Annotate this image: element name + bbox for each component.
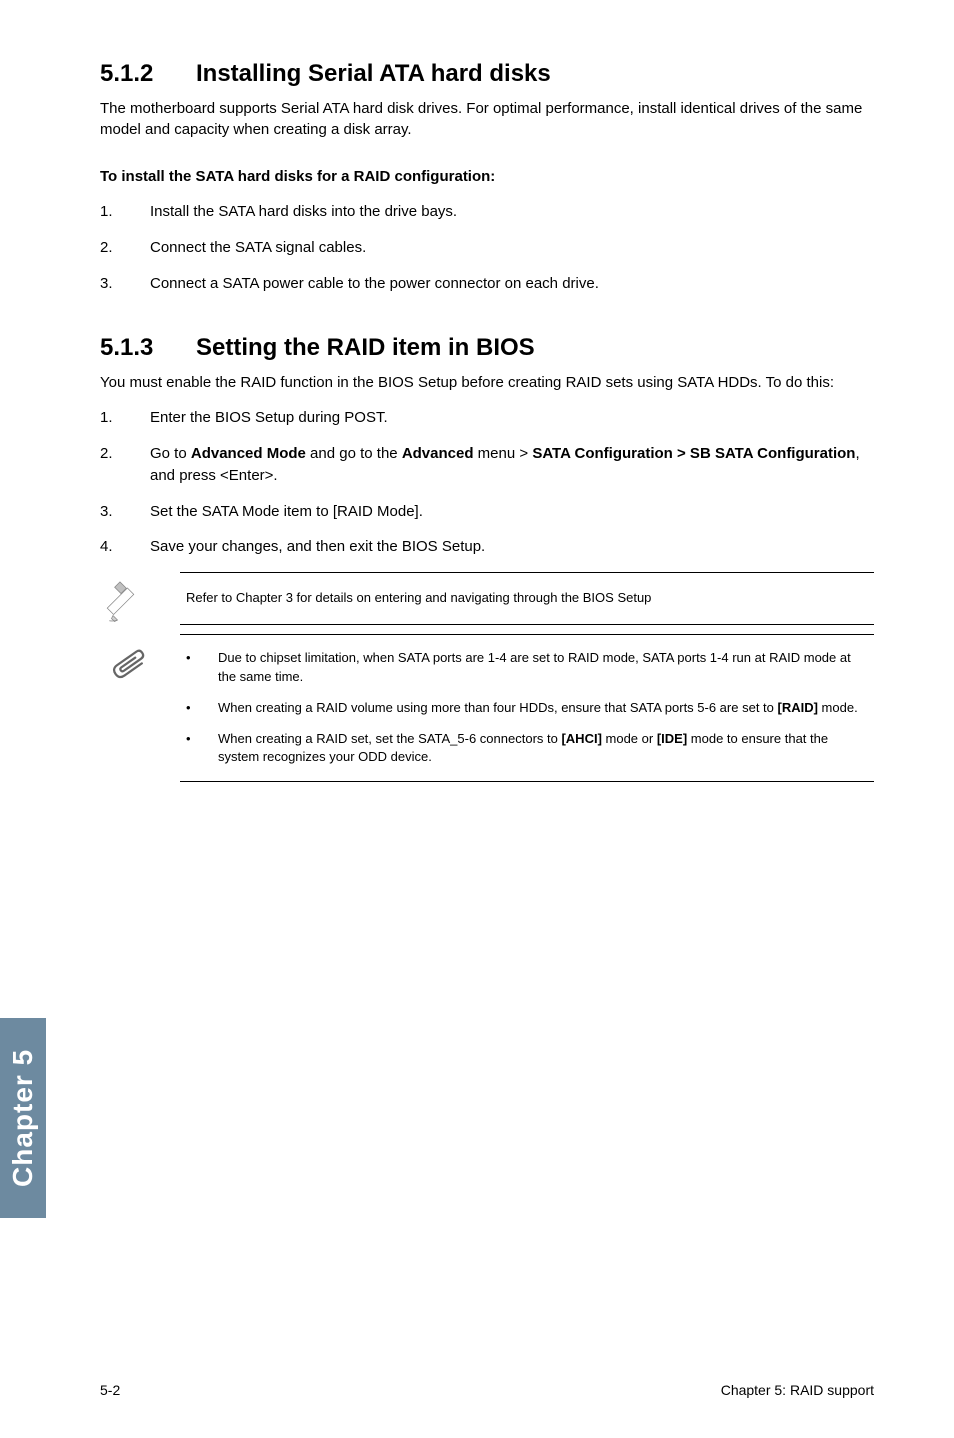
step-item: Set the SATA Mode item to [RAID Mode]. — [100, 501, 874, 523]
step-item: Connect a SATA power cable to the power … — [100, 273, 874, 295]
note-bullet: When creating a RAID set, set the SATA_5… — [186, 730, 868, 768]
heading-513: 5.1.3 Setting the RAID item in BIOS — [100, 334, 874, 362]
chapter-side-tab: Chapter 5 — [0, 1018, 46, 1218]
note-pencil-text: Refer to Chapter 3 for details on enteri… — [186, 590, 651, 605]
chapter-side-tab-label: Chapter 5 — [7, 1049, 39, 1187]
heading-512: 5.1.2 Installing Serial ATA hard disks — [100, 60, 874, 88]
section-513-steps: Enter the BIOS Setup during POST. Go to … — [100, 407, 874, 558]
page: 5.1.2 Installing Serial ATA hard disks T… — [0, 0, 954, 1438]
note-bullet: Due to chipset limitation, when SATA por… — [186, 649, 868, 687]
step-item: Install the SATA hard disks into the dri… — [100, 201, 874, 223]
section-512-subhead: To install the SATA hard disks for a RAI… — [100, 168, 874, 185]
note-paperclip-body: Due to chipset limitation, when SATA por… — [180, 634, 874, 782]
section-512-intro: The motherboard supports Serial ATA hard… — [100, 98, 874, 140]
note-paperclip-list: Due to chipset limitation, when SATA por… — [186, 649, 868, 767]
note-pencil: Refer to Chapter 3 for details on enteri… — [100, 572, 874, 626]
step-item: Connect the SATA signal cables. — [100, 237, 874, 259]
heading-513-title: Setting the RAID item in BIOS — [196, 334, 535, 362]
heading-513-number: 5.1.3 — [100, 334, 160, 362]
heading-512-title: Installing Serial ATA hard disks — [196, 60, 551, 88]
heading-512-number: 5.1.2 — [100, 60, 160, 88]
paperclip-icon — [100, 634, 156, 688]
section-513-intro: You must enable the RAID function in the… — [100, 372, 874, 393]
footer-page-number: 5-2 — [100, 1382, 120, 1398]
footer-chapter-label: Chapter 5: RAID support — [721, 1382, 874, 1398]
step-item: Save your changes, and then exit the BIO… — [100, 536, 874, 558]
step-item: Go to Advanced Mode and go to the Advanc… — [100, 443, 874, 487]
note-paperclip: Due to chipset limitation, when SATA por… — [100, 634, 874, 782]
note-bullet: When creating a RAID volume using more t… — [186, 699, 868, 718]
note-pencil-body: Refer to Chapter 3 for details on enteri… — [180, 572, 874, 625]
section-512-steps: Install the SATA hard disks into the dri… — [100, 201, 874, 294]
page-footer: 5-2 Chapter 5: RAID support — [100, 1382, 874, 1398]
pencil-icon — [100, 572, 156, 626]
step-item: Enter the BIOS Setup during POST. — [100, 407, 874, 429]
